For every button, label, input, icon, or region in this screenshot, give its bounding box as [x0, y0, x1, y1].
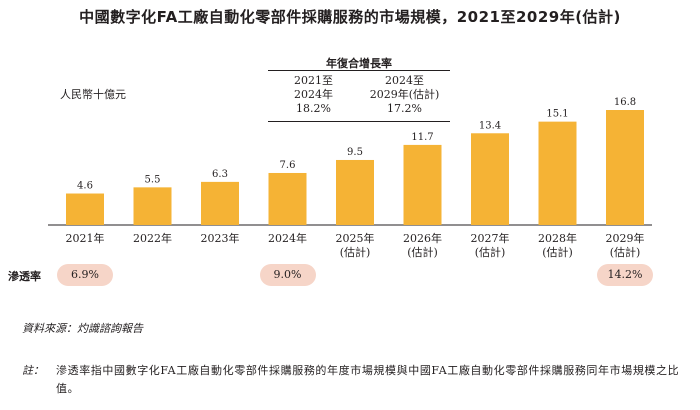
- cagr-period-1-value: 18.2%: [296, 102, 331, 115]
- data-label: 16.8: [614, 97, 636, 108]
- bar: [606, 110, 644, 225]
- cagr-period-2: 2024至 2029年(估計) 17.2%: [359, 74, 450, 116]
- x-tick-label: 2023年: [201, 231, 240, 245]
- bar: [471, 133, 509, 225]
- cagr-period-2-range2: 2029年(估計): [369, 88, 440, 101]
- note-text: 滲透率指中國數字化FA工廠自動化零部件採購服務的年度市場規模與中國FA工廠自動化…: [56, 364, 680, 395]
- note-label: 註：: [22, 364, 44, 377]
- data-label: 7.6: [280, 160, 296, 171]
- cagr-period-1-range2: 2024年: [294, 88, 333, 101]
- cagr-bottom-rule: [268, 121, 450, 122]
- x-tick-label: 2024年: [268, 231, 307, 245]
- cagr-period-1: 2021至 2024年 18.2%: [268, 74, 359, 116]
- bar-chart: 4.6 2021年 5.5 2022年 6.3 2023年 7.6 2024年 9.5 2025年…: [48, 97, 652, 259]
- data-label: 15.1: [546, 109, 568, 120]
- bar: [201, 181, 239, 225]
- cagr-header: 年復合增長率: [326, 57, 392, 70]
- data-label: 11.7: [411, 132, 433, 143]
- data-label: 4.6: [77, 181, 93, 192]
- x-tick-note: (估計): [475, 245, 506, 259]
- cagr-top-rule: [268, 70, 450, 71]
- data-label: 13.4: [479, 120, 501, 131]
- cagr-period-2-range: 2024至: [385, 74, 424, 87]
- cagr-period-2-value: 17.2%: [387, 102, 422, 115]
- cagr-period-1-range: 2021至: [294, 74, 333, 87]
- x-tick-note: (估計): [340, 245, 371, 259]
- chart-title: 中國數字化FA工廠自動化零部件採購服務的市場規模，2021至2029年(估計): [79, 8, 621, 26]
- x-tick-label: 2026年: [403, 231, 442, 245]
- bar: [66, 193, 104, 225]
- x-tick-label: 2022年: [133, 231, 172, 245]
- penetration-pill: 6.9%: [57, 264, 113, 286]
- penetration-pill: 9.0%: [259, 264, 316, 286]
- x-tick-label: 2029年: [606, 231, 645, 245]
- x-tick-label: 2028年: [538, 231, 577, 245]
- data-label: 9.5: [347, 147, 363, 158]
- x-tick-note: (估計): [542, 245, 573, 259]
- x-tick-label: 2021年: [66, 231, 105, 245]
- x-tick-label: 2025年: [336, 231, 375, 245]
- penetration-pill: 14.2%: [597, 264, 653, 286]
- data-label: 6.3: [212, 169, 228, 180]
- penetration-label: 滲透率: [8, 270, 41, 283]
- bar: [268, 172, 307, 225]
- data-label: 5.5: [145, 174, 161, 185]
- bar: [133, 187, 172, 225]
- x-tick-note: (估計): [610, 245, 641, 259]
- bar: [336, 159, 374, 225]
- x-tick-label: 2027年: [471, 231, 510, 245]
- source-note: 資料來源：灼識諮詢報告: [22, 322, 143, 335]
- bar: [403, 144, 442, 225]
- x-tick-note: (估計): [407, 245, 438, 259]
- bar: [538, 121, 577, 225]
- unit-label: 人民幣十億元: [60, 88, 126, 101]
